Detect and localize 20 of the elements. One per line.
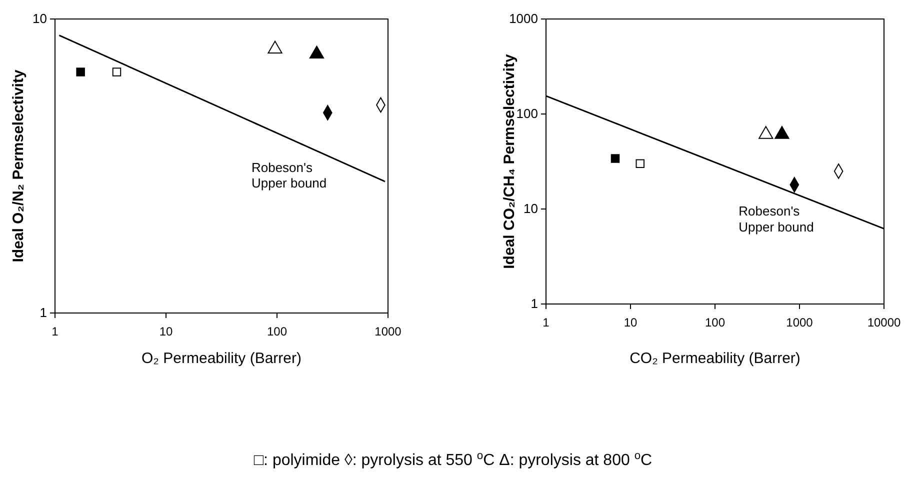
x-tick-label: 1 xyxy=(52,324,59,338)
annotation: Robeson's Upper bound xyxy=(738,204,814,234)
x-tick-label: 10000 xyxy=(867,315,902,330)
y-tick-label: 100 xyxy=(516,106,538,122)
x-tick-label: 10 xyxy=(159,324,173,338)
x-tick-label: 100 xyxy=(704,315,726,330)
x-tick-label: 100 xyxy=(266,324,288,338)
x-tick-label: 1000 xyxy=(786,315,814,330)
y-tick-label: 10 xyxy=(524,201,538,216)
x-tick-label: 10 xyxy=(624,315,638,330)
text: □: polyimide ◊: pyrolysis at 550 $^{o}$C Δ: pyrolysis at 800 $^{o}$C xyxy=(254,450,652,469)
annotation: Robeson's Upper bound xyxy=(251,160,327,190)
x-tick-label: 1 xyxy=(542,315,550,330)
x-axis-title: CO₂ Permeability (Barrer) xyxy=(630,350,800,367)
y-axis-title: Ideal O₂/N₂ Permselectivity xyxy=(10,69,27,262)
y-tick-label: 1 xyxy=(530,296,538,312)
x-tick-label: 1000 xyxy=(374,324,402,338)
y-axis-title: Ideal CO₂/CH₄ Permselectivity xyxy=(501,53,518,269)
y-tick-label: 1000 xyxy=(509,11,538,26)
x-axis-title: O₂ Permeability (Barrer) xyxy=(141,350,302,367)
